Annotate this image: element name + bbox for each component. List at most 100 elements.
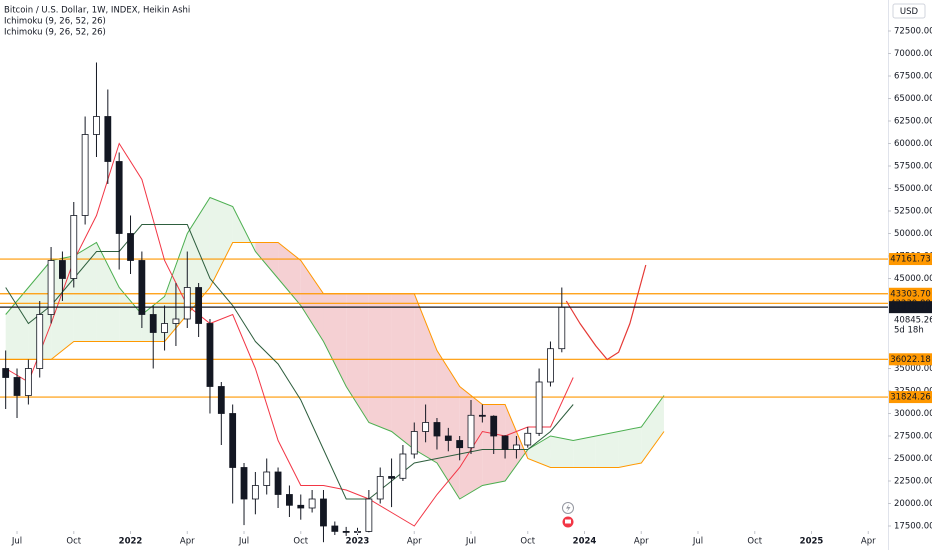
y-tick-label: 25000.00 bbox=[894, 454, 932, 464]
x-tick-label: 2022 bbox=[119, 537, 143, 547]
candle-body bbox=[115, 161, 123, 234]
candle-body bbox=[365, 498, 373, 532]
last-price-box bbox=[889, 301, 932, 314]
cloud-fill bbox=[595, 431, 619, 468]
cloud-fill bbox=[527, 435, 551, 468]
level-label: 43303.70 bbox=[890, 289, 931, 299]
y-tick-label: 72500.00 bbox=[894, 26, 932, 36]
indicator-line bbox=[5, 224, 574, 500]
cloud-fill bbox=[187, 197, 210, 315]
candle-body bbox=[47, 260, 55, 315]
cloud-fill bbox=[550, 435, 574, 468]
x-tick-label: Jul bbox=[692, 537, 703, 547]
candle-body bbox=[149, 314, 157, 333]
level-box bbox=[889, 253, 932, 266]
candle-body bbox=[342, 530, 350, 533]
candle-body bbox=[36, 314, 44, 369]
candle-body bbox=[422, 422, 430, 432]
cloud-fill bbox=[346, 293, 369, 423]
level-box bbox=[889, 287, 932, 300]
y-tick-label: 45000.00 bbox=[894, 274, 932, 284]
last-price-label: 41815.79 bbox=[890, 303, 931, 313]
candle-body bbox=[444, 435, 452, 441]
level-box bbox=[889, 391, 932, 404]
y-tick-label: 22500.00 bbox=[894, 476, 932, 486]
cloud-fill bbox=[618, 426, 642, 468]
x-tick-label: Oct bbox=[66, 537, 81, 547]
cloud-fill bbox=[323, 293, 347, 387]
cloud-fill bbox=[5, 287, 29, 360]
candle-body bbox=[410, 431, 418, 455]
x-tick-label: 2025 bbox=[800, 537, 824, 547]
candle-body bbox=[297, 504, 305, 509]
candle-body bbox=[286, 494, 293, 506]
candle-body bbox=[331, 525, 339, 532]
candle-body bbox=[501, 435, 509, 450]
indicator-label: Ichimoku (9, 26, 52, 26) bbox=[4, 17, 106, 27]
candle-body bbox=[274, 471, 282, 495]
level-label: 47161.73 bbox=[890, 255, 931, 265]
y-tick-label: 55000.00 bbox=[894, 184, 932, 194]
cloud-fill bbox=[391, 293, 415, 450]
candle-body bbox=[399, 453, 407, 479]
candle-body bbox=[558, 306, 566, 350]
x-tick-label: Apr bbox=[861, 537, 876, 547]
candle-body bbox=[547, 348, 554, 383]
level-label: 36022.18 bbox=[890, 355, 931, 365]
y-tick-label: 60000.00 bbox=[894, 139, 932, 149]
event-icon[interactable] bbox=[562, 502, 574, 514]
candle-body bbox=[161, 323, 168, 333]
cloud-fill bbox=[641, 395, 664, 463]
y-tick-label: 35000.00 bbox=[894, 364, 932, 374]
candle-body bbox=[195, 287, 203, 324]
y-tick-label: 17500.00 bbox=[894, 521, 932, 531]
projection-drawing bbox=[565, 264, 647, 361]
cloud-fill bbox=[278, 242, 301, 306]
indicator-label: Ichimoku (9, 26, 52, 26) bbox=[4, 28, 106, 38]
candle-body bbox=[229, 413, 237, 468]
cloud-fill bbox=[368, 293, 392, 432]
candle-body bbox=[24, 368, 32, 396]
y-tick-label: 52500.00 bbox=[894, 206, 932, 216]
candle-body bbox=[388, 476, 395, 479]
chart-title: Bitcoin / U.S. Dollar, 1W, INDEX, Heikin… bbox=[4, 6, 190, 16]
candle-body bbox=[240, 467, 248, 500]
y-tick-label: 67500.00 bbox=[894, 71, 932, 81]
candle-body bbox=[308, 498, 316, 509]
candle-body bbox=[13, 377, 21, 396]
cloud-fill bbox=[436, 350, 460, 499]
x-tick-label: Jul bbox=[11, 537, 22, 547]
candle-body bbox=[513, 444, 520, 450]
x-tick-label: 2023 bbox=[346, 537, 370, 547]
x-tick-label: Oct bbox=[293, 537, 308, 547]
candle-body bbox=[127, 233, 134, 261]
x-tick-label: Apr bbox=[180, 537, 195, 547]
candle-body bbox=[535, 381, 543, 434]
event-icon[interactable] bbox=[562, 516, 574, 528]
x-tick-label: Jul bbox=[465, 537, 476, 547]
x-tick-label: Jul bbox=[238, 537, 249, 547]
level-box bbox=[889, 353, 932, 366]
indicator-line bbox=[5, 142, 574, 527]
cloud-span-a bbox=[5, 196, 665, 500]
cloud-fill bbox=[119, 287, 142, 342]
x-tick-label: Oct bbox=[520, 537, 535, 547]
currency-label[interactable]: USD bbox=[900, 7, 919, 17]
candle-body bbox=[478, 414, 486, 417]
candle-body bbox=[2, 368, 10, 378]
y-tick-label: 30000.00 bbox=[894, 409, 932, 419]
x-tick-label: Oct bbox=[747, 537, 762, 547]
cloud-fill bbox=[73, 242, 97, 342]
cloud-fill bbox=[255, 242, 279, 279]
candle-body bbox=[81, 134, 89, 216]
candle-body bbox=[524, 432, 532, 446]
candle-body bbox=[70, 215, 78, 279]
candle-body bbox=[251, 485, 259, 500]
countdown-label: 5d 18h bbox=[894, 326, 924, 336]
currency-button[interactable] bbox=[892, 3, 926, 19]
candle-body bbox=[320, 498, 327, 527]
candle-body bbox=[263, 471, 271, 486]
y-tick-label: 50000.00 bbox=[894, 229, 932, 239]
cloud-fill bbox=[300, 260, 324, 342]
